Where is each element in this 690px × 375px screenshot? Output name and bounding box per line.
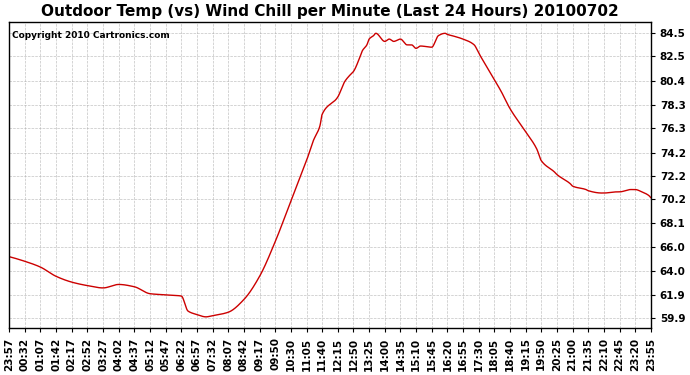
Text: Copyright 2010 Cartronics.com: Copyright 2010 Cartronics.com (12, 31, 170, 40)
Title: Outdoor Temp (vs) Wind Chill per Minute (Last 24 Hours) 20100702: Outdoor Temp (vs) Wind Chill per Minute … (41, 4, 619, 19)
